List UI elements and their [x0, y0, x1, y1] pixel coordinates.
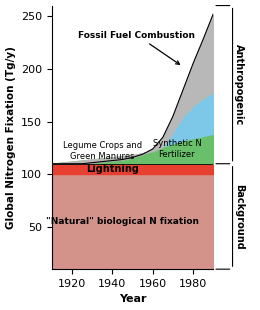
Text: Anthropogenic: Anthropogenic: [234, 44, 244, 125]
Text: Background: Background: [234, 184, 244, 249]
Text: Synthetic N
Fertilizer: Synthetic N Fertilizer: [153, 139, 201, 159]
Y-axis label: Global Nitrogen Fixation (Tg/y): Global Nitrogen Fixation (Tg/y): [5, 46, 16, 229]
Text: Legume Crops and
Green Manures: Legume Crops and Green Manures: [63, 141, 142, 161]
X-axis label: Year: Year: [119, 294, 146, 304]
Text: Lightning: Lightning: [86, 164, 139, 174]
Text: Fossil Fuel Combustion: Fossil Fuel Combustion: [78, 31, 195, 64]
Text: "Natural" biological N fixation: "Natural" biological N fixation: [46, 217, 199, 226]
